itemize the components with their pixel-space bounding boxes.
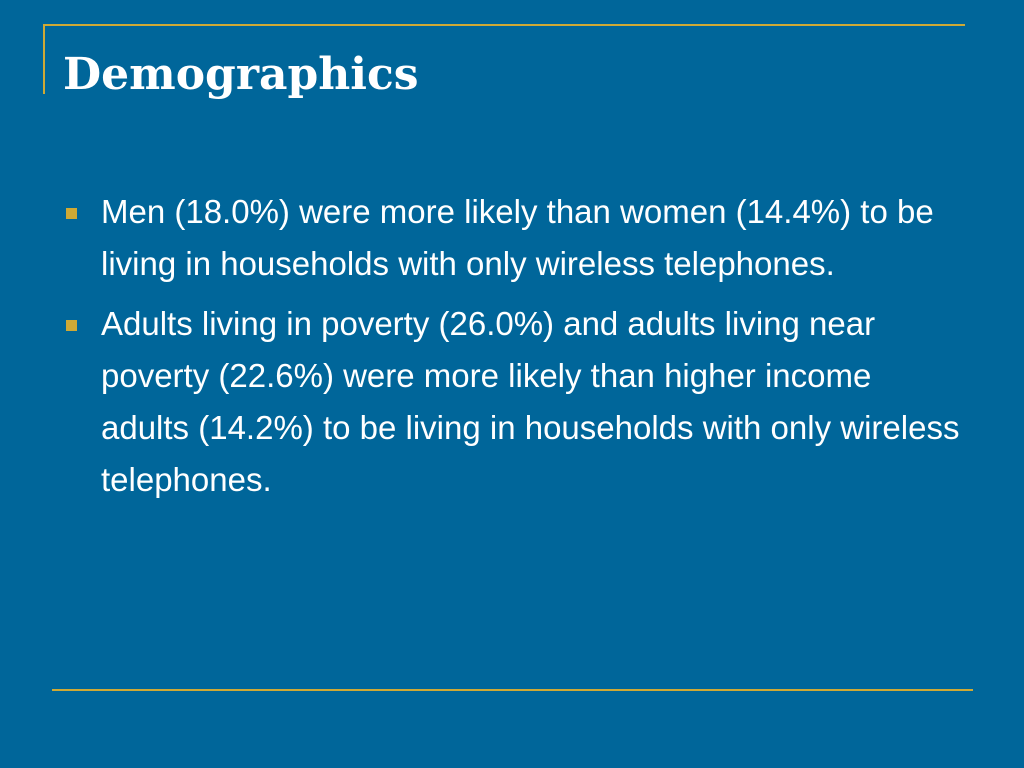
- frame-bottom-rule: [52, 689, 973, 691]
- bullet-item-poverty: Adults living in poverty (26.0%) and adu…: [60, 298, 960, 506]
- bullet-text: Men (18.0%) were more likely than women …: [101, 193, 934, 282]
- square-bullet-icon: [66, 208, 77, 219]
- square-bullet-icon: [66, 320, 77, 331]
- bullet-item-gender: Men (18.0%) were more likely than women …: [60, 186, 960, 290]
- frame-top-rule: [43, 24, 965, 26]
- bullet-list: Men (18.0%) were more likely than women …: [60, 186, 960, 514]
- frame-left-rule: [43, 24, 45, 94]
- bullet-text: Adults living in poverty (26.0%) and adu…: [101, 305, 960, 498]
- slide-title: Demographics: [63, 49, 419, 100]
